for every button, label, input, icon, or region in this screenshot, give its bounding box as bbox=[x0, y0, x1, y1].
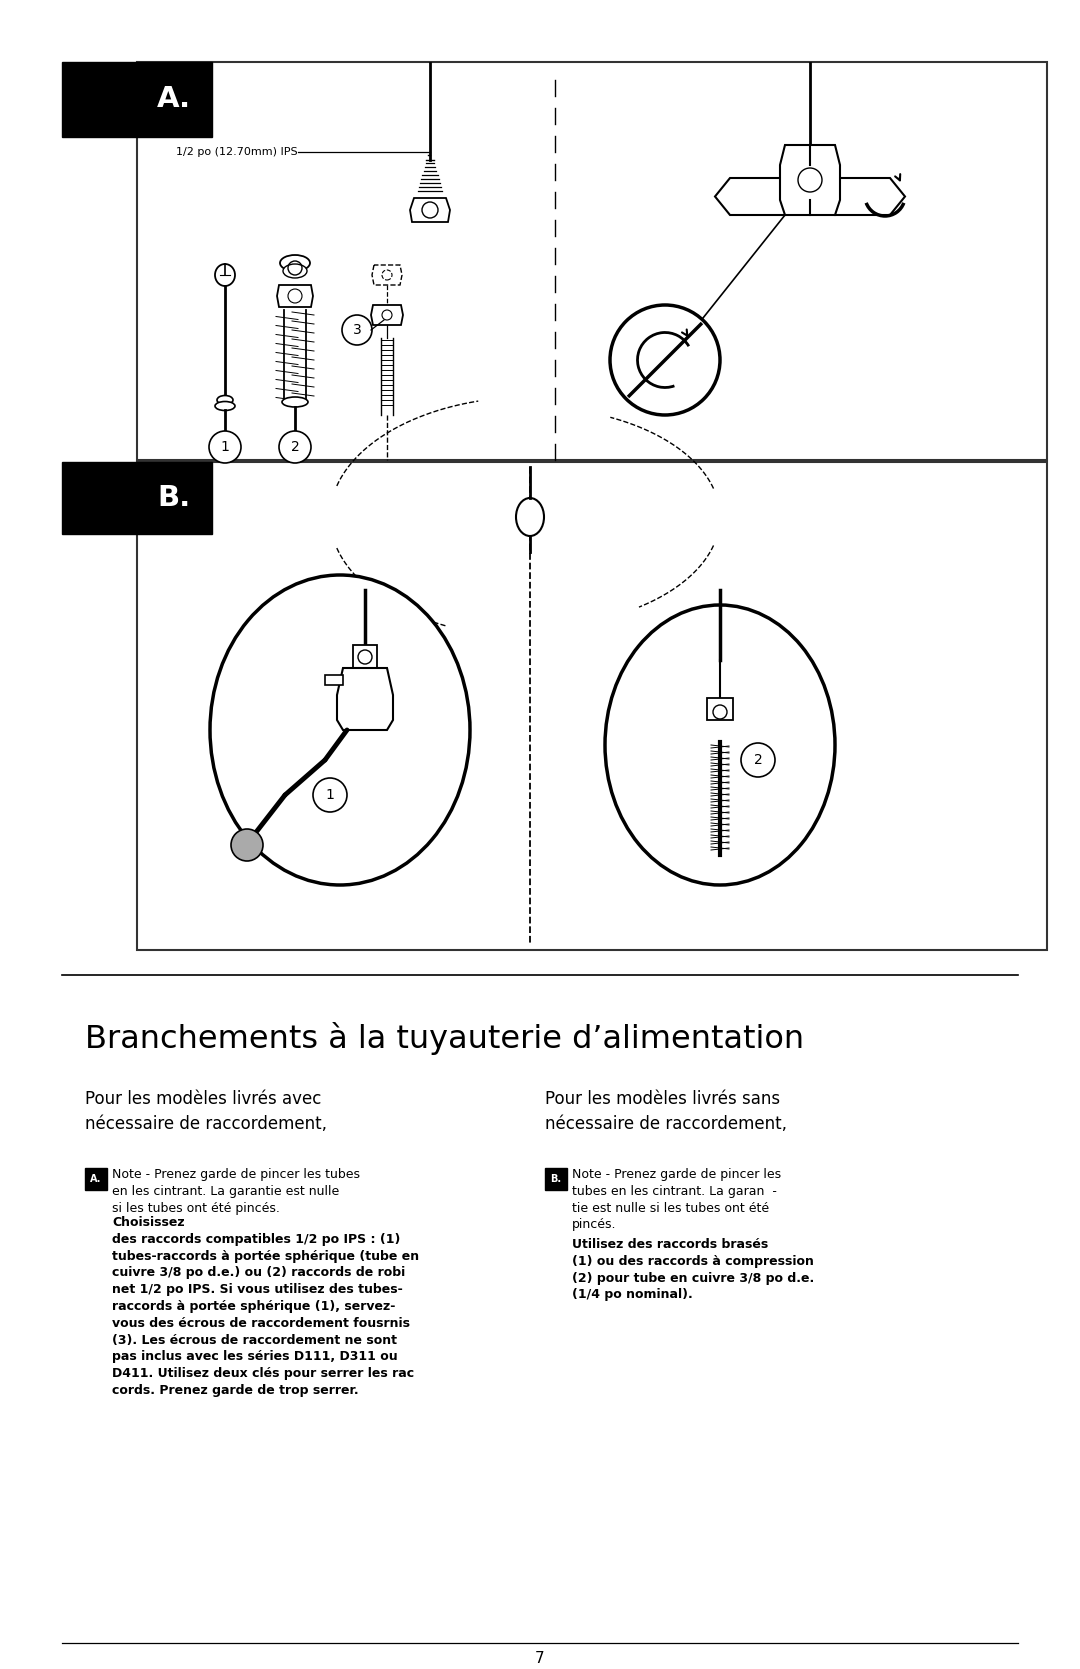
Ellipse shape bbox=[283, 264, 307, 279]
Ellipse shape bbox=[215, 264, 235, 285]
Bar bbox=[137, 62, 1047, 461]
Text: Pour les modèles livrés sans
nécessaire de raccordement,: Pour les modèles livrés sans nécessaire … bbox=[545, 1090, 787, 1133]
Bar bbox=[545, 1168, 567, 1190]
Circle shape bbox=[231, 829, 264, 861]
Polygon shape bbox=[372, 265, 402, 285]
Circle shape bbox=[279, 431, 311, 462]
Polygon shape bbox=[410, 199, 450, 222]
Circle shape bbox=[741, 743, 775, 778]
Text: Note - Prenez garde de pincer les tubes
en les cintrant. La garantie est nulle
s: Note - Prenez garde de pincer les tubes … bbox=[112, 1168, 360, 1215]
Circle shape bbox=[713, 704, 727, 719]
Text: 1: 1 bbox=[325, 788, 335, 803]
Ellipse shape bbox=[210, 576, 470, 885]
Bar bbox=[137, 62, 212, 137]
Circle shape bbox=[210, 431, 241, 462]
Text: B.: B. bbox=[551, 1173, 562, 1183]
Bar bbox=[85, 1168, 107, 1190]
Circle shape bbox=[313, 778, 347, 813]
Ellipse shape bbox=[282, 397, 308, 407]
Bar bbox=[62, 462, 137, 534]
Text: 2: 2 bbox=[291, 441, 299, 454]
Bar bbox=[707, 698, 733, 719]
Ellipse shape bbox=[215, 402, 235, 411]
Text: 2: 2 bbox=[754, 753, 762, 768]
Bar bbox=[353, 644, 377, 668]
Circle shape bbox=[610, 305, 720, 416]
Polygon shape bbox=[835, 179, 905, 215]
Text: Choisissez
des raccords compatibles 1/2 po IPS : (1)
tubes-raccords à portée sph: Choisissez des raccords compatibles 1/2 … bbox=[112, 1217, 419, 1397]
Text: A.: A. bbox=[157, 85, 191, 113]
Text: 1: 1 bbox=[220, 441, 229, 454]
Ellipse shape bbox=[605, 604, 835, 885]
Text: 1/2 po (12.70mm) IPS: 1/2 po (12.70mm) IPS bbox=[176, 147, 298, 157]
Polygon shape bbox=[372, 305, 403, 325]
Text: Utilisez des raccords brasés
(1) ou des raccords à compression
(2) pour tube en : Utilisez des raccords brasés (1) ou des … bbox=[572, 1238, 814, 1302]
Ellipse shape bbox=[217, 396, 233, 404]
Bar bbox=[62, 62, 137, 137]
Text: Note - Prenez garde de pincer les
tubes en les cintrant. La garan  -
tie est nul: Note - Prenez garde de pincer les tubes … bbox=[572, 1168, 781, 1232]
Text: 3: 3 bbox=[353, 324, 362, 337]
Text: 7: 7 bbox=[536, 1651, 544, 1666]
Ellipse shape bbox=[280, 255, 310, 270]
Polygon shape bbox=[715, 179, 785, 215]
Text: Pour les modèles livrés avec
nécessaire de raccordement,: Pour les modèles livrés avec nécessaire … bbox=[85, 1090, 327, 1133]
Polygon shape bbox=[276, 285, 313, 307]
Ellipse shape bbox=[516, 497, 544, 536]
Text: Branchements à la tuyauterie d’alimentation: Branchements à la tuyauterie d’alimentat… bbox=[85, 1021, 805, 1055]
Bar bbox=[137, 462, 212, 534]
Circle shape bbox=[342, 315, 372, 345]
Circle shape bbox=[357, 649, 372, 664]
Text: A.: A. bbox=[91, 1173, 102, 1183]
Bar bbox=[137, 462, 1047, 950]
Bar bbox=[325, 674, 343, 684]
Polygon shape bbox=[337, 668, 393, 729]
Polygon shape bbox=[780, 145, 840, 215]
Text: B.: B. bbox=[158, 484, 191, 512]
